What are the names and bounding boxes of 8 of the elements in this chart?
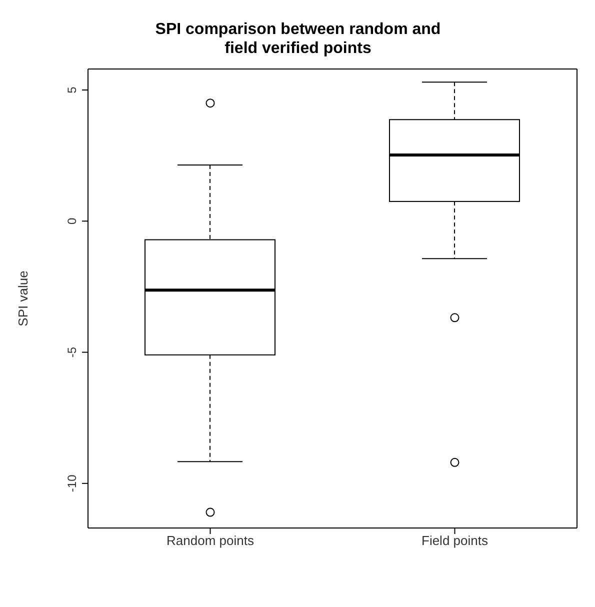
chart-title: SPI comparison between random and field verified points xyxy=(154,20,442,58)
x-tick-label: Random points xyxy=(166,533,254,548)
y-axis-title: SPI value xyxy=(16,270,31,326)
y-tick-label: -5 xyxy=(65,346,79,358)
y-tick-label: 5 xyxy=(65,86,79,94)
x-tick-label: Field points xyxy=(422,533,488,548)
y-tick-label: -10 xyxy=(65,474,79,492)
y-tick-label: 0 xyxy=(65,217,79,224)
